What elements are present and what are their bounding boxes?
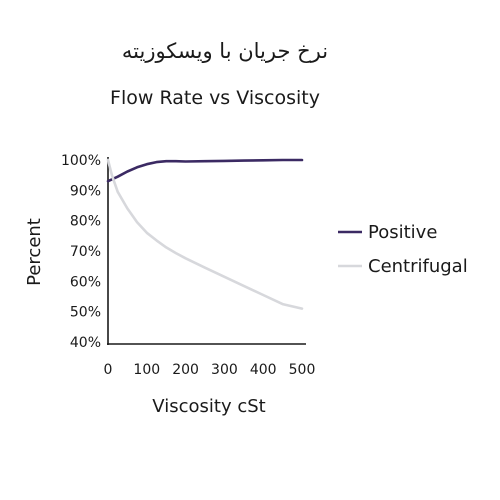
chart-title: Flow Rate vs Viscosity — [110, 87, 320, 109]
legend-label-positive: Positive — [368, 222, 437, 243]
y-tick-label: 70% — [70, 244, 101, 260]
x-tick-labels: 0 100 200 300 400 500 — [104, 362, 316, 378]
x-tick-label: 100 — [133, 362, 160, 378]
x-tick-label: 300 — [211, 362, 238, 378]
x-tick-label: 0 — [104, 362, 113, 378]
legend-label-centrifugal: Centrifugal — [368, 256, 468, 277]
y-tick-label: 80% — [70, 214, 101, 230]
x-tick-label: 400 — [250, 362, 277, 378]
y-tick-labels: 100% 90% 80% 70% 60% 50% 40% — [61, 153, 101, 351]
series-line-centrifugal — [106, 158, 304, 310]
y-tick-label: 100% — [61, 153, 101, 169]
x-tick-label: 500 — [289, 362, 316, 378]
chart-title-persian: نرخ جریان با ویسکوزیته — [122, 39, 328, 63]
axes — [107, 157, 306, 345]
y-tick-label: 50% — [70, 305, 101, 321]
x-tick-label: 200 — [172, 362, 199, 378]
y-tick-label: 40% — [70, 335, 101, 351]
legend: Positive Centrifugal — [338, 222, 468, 277]
series-line-positive — [106, 158, 304, 183]
x-axis-title: Viscosity cSt — [152, 396, 265, 417]
y-tick-label: 60% — [70, 274, 101, 290]
y-axis-title: Percent — [24, 218, 45, 286]
y-tick-label: 90% — [70, 183, 101, 199]
series-layer — [106, 158, 304, 310]
